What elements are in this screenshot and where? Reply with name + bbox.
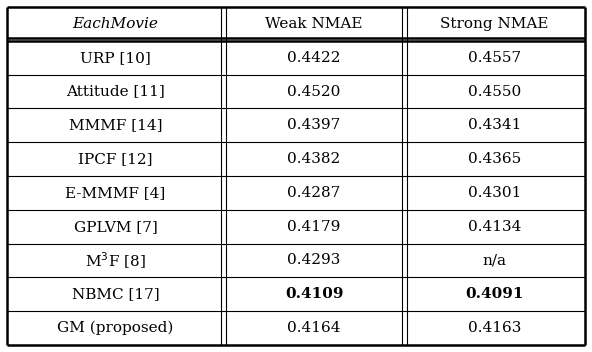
Text: 0.4382: 0.4382	[288, 152, 340, 166]
Text: 0.4301: 0.4301	[468, 186, 522, 200]
Text: IPCF [12]: IPCF [12]	[78, 152, 153, 166]
Text: 0.4134: 0.4134	[468, 220, 522, 234]
Text: Strong NMAE: Strong NMAE	[440, 17, 549, 31]
Text: E-MMMF [4]: E-MMMF [4]	[65, 186, 166, 200]
Text: 0.4422: 0.4422	[287, 51, 341, 65]
Text: NBMC [17]: NBMC [17]	[72, 287, 159, 301]
Text: 0.4557: 0.4557	[468, 51, 521, 65]
Text: GPLVM [7]: GPLVM [7]	[73, 220, 157, 234]
Text: 0.4293: 0.4293	[287, 253, 341, 268]
Text: 0.4397: 0.4397	[288, 118, 340, 132]
Text: EachMovie: EachMovie	[72, 17, 159, 31]
Text: 0.4520: 0.4520	[287, 84, 341, 99]
Text: 0.4164: 0.4164	[287, 321, 341, 335]
Text: 0.4550: 0.4550	[468, 84, 521, 99]
Text: GM (proposed): GM (proposed)	[57, 321, 173, 335]
Text: M$^3$F [8]: M$^3$F [8]	[85, 250, 146, 271]
Text: n/a: n/a	[482, 253, 507, 268]
Text: 0.4163: 0.4163	[468, 321, 522, 335]
Text: Attitude [11]: Attitude [11]	[66, 84, 165, 99]
Text: 0.4365: 0.4365	[468, 152, 521, 166]
Text: Weak NMAE: Weak NMAE	[265, 17, 363, 31]
Text: MMMF [14]: MMMF [14]	[69, 118, 162, 132]
Text: URP [10]: URP [10]	[80, 51, 151, 65]
Text: 0.4179: 0.4179	[287, 220, 341, 234]
Text: 0.4091: 0.4091	[465, 287, 524, 301]
Text: 0.4287: 0.4287	[288, 186, 340, 200]
Text: 0.4341: 0.4341	[468, 118, 522, 132]
Text: 0.4109: 0.4109	[285, 287, 343, 301]
